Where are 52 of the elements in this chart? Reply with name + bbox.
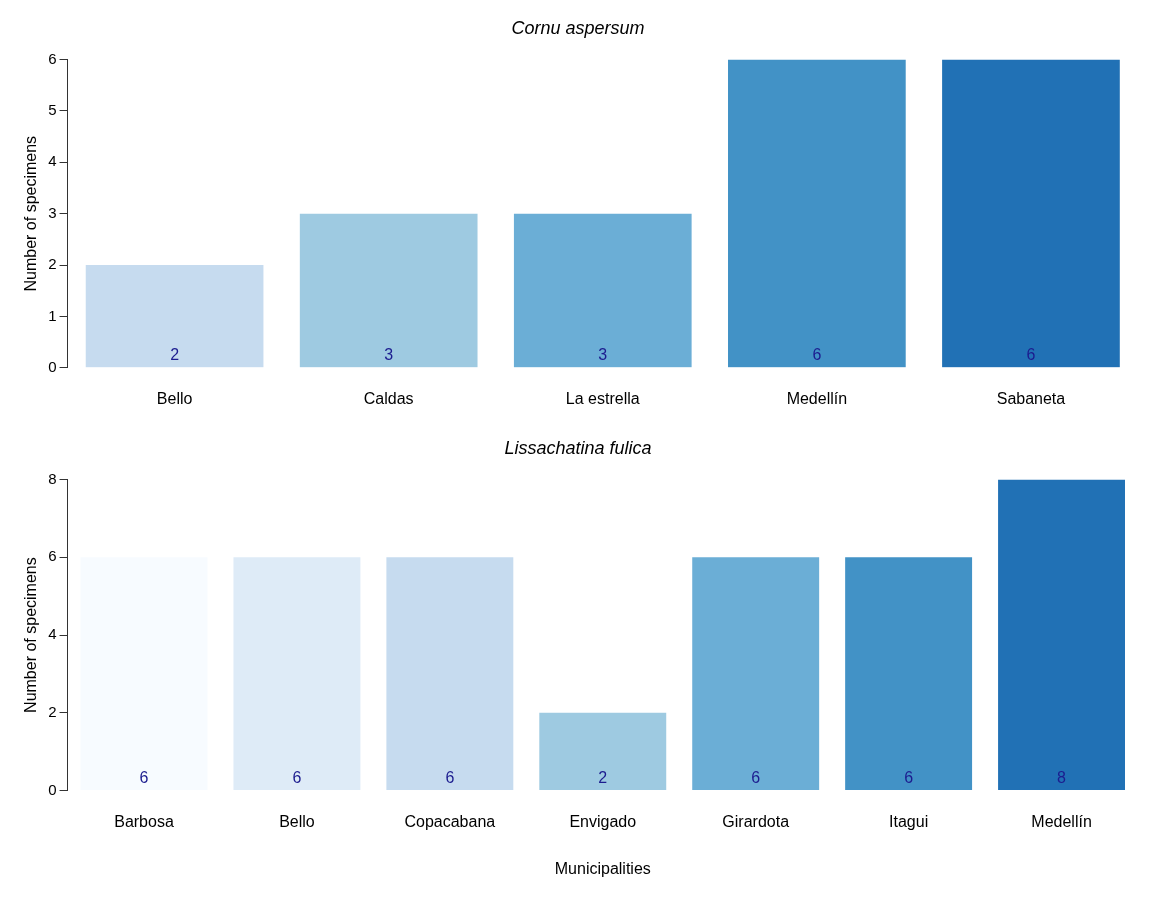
x-tick-label: Itagui bbox=[889, 812, 929, 830]
data-label: 6 bbox=[292, 769, 302, 787]
bar bbox=[386, 557, 514, 791]
y-tick-label: 2 bbox=[48, 702, 57, 720]
bar bbox=[513, 213, 692, 368]
data-label: 6 bbox=[751, 769, 761, 787]
y-tick-label: 8 bbox=[48, 469, 57, 487]
x-tick-label: Bello bbox=[279, 812, 315, 830]
y-tick-label: 2 bbox=[48, 255, 57, 273]
x-tick-label: Bello bbox=[156, 389, 193, 407]
x-axis-title: Municipalities bbox=[554, 859, 651, 877]
data-label: 2 bbox=[598, 769, 608, 787]
x-tick-label: Caldas bbox=[363, 389, 414, 407]
data-label: 6 bbox=[812, 346, 822, 364]
y-tick-label: 4 bbox=[48, 625, 57, 643]
y-axis-title: Number of specimens bbox=[22, 135, 40, 292]
x-tick-label: La estrella bbox=[565, 389, 640, 407]
x-tick-label: Girardota bbox=[722, 812, 790, 830]
bar bbox=[299, 213, 478, 368]
x-tick-label: Barbosa bbox=[114, 812, 174, 830]
bar bbox=[692, 557, 820, 791]
bar bbox=[942, 59, 1120, 368]
y-axis-title: Number of specimens bbox=[22, 557, 40, 713]
data-label: 3 bbox=[598, 346, 608, 364]
chart-title: Cornu aspersum bbox=[511, 17, 645, 38]
y-tick-label: 0 bbox=[48, 780, 57, 798]
y-tick-label: 1 bbox=[48, 306, 57, 324]
chart-title: Lissachatina fulica bbox=[504, 437, 652, 458]
x-tick-label: Copacabana bbox=[404, 812, 496, 830]
bar bbox=[85, 265, 264, 368]
y-tick-label: 0 bbox=[48, 357, 57, 375]
data-label: 2 bbox=[170, 346, 180, 364]
data-label: 6 bbox=[1026, 346, 1036, 364]
bar bbox=[233, 557, 361, 791]
x-tick-label: Sabaneta bbox=[996, 389, 1066, 407]
y-tick-label: 6 bbox=[48, 547, 57, 565]
y-tick-label: 5 bbox=[48, 101, 57, 119]
y-tick-label: 6 bbox=[48, 49, 57, 67]
bar bbox=[845, 557, 973, 791]
y-tick-label: 3 bbox=[48, 203, 57, 221]
x-tick-label: Envigado bbox=[569, 812, 637, 830]
bar bbox=[998, 479, 1125, 791]
x-tick-label: Medellín bbox=[1031, 812, 1092, 830]
bar bbox=[539, 712, 667, 791]
bar bbox=[728, 59, 906, 368]
x-tick-label: Medellín bbox=[786, 389, 848, 407]
data-label: 8 bbox=[1057, 769, 1067, 787]
data-label: 3 bbox=[384, 346, 394, 364]
data-label: 6 bbox=[904, 769, 914, 787]
data-label: 6 bbox=[445, 769, 455, 787]
data-label: 6 bbox=[139, 769, 149, 787]
y-tick-label: 4 bbox=[48, 152, 57, 170]
